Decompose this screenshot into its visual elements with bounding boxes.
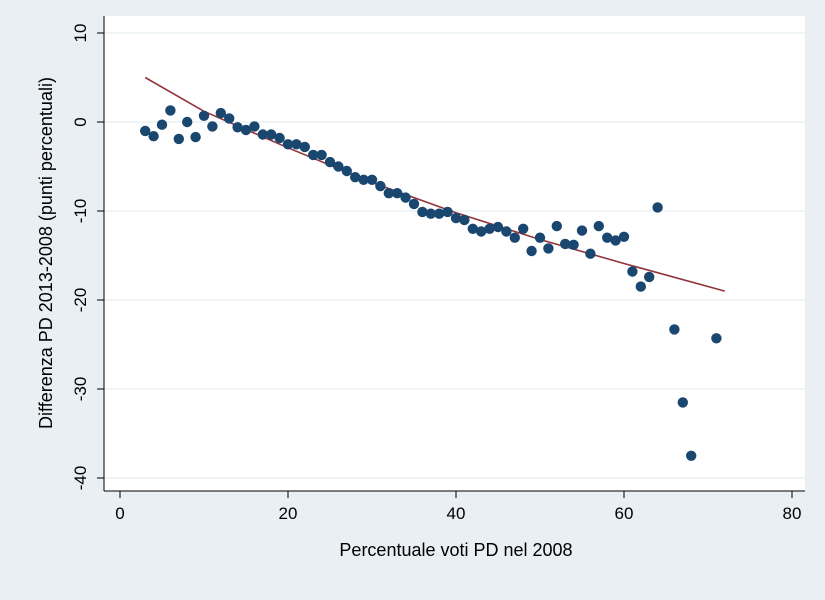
- data-point: [677, 397, 688, 408]
- x-tick-label: 40: [447, 504, 466, 523]
- data-point: [299, 141, 310, 153]
- x-tick-label: 60: [615, 504, 634, 523]
- plot-area: [104, 16, 805, 491]
- data-point: [442, 206, 453, 218]
- data-point: [215, 107, 226, 119]
- data-point: [366, 174, 378, 185]
- data-point: [375, 180, 386, 192]
- data-point: [476, 226, 487, 237]
- data-point: [711, 333, 722, 344]
- gridlines: [104, 32, 805, 479]
- data-point: [350, 172, 361, 183]
- data-point: [408, 198, 420, 210]
- data-point: [198, 110, 210, 122]
- data-point: [576, 225, 588, 236]
- data-point: [282, 139, 294, 150]
- data-point: [627, 266, 638, 277]
- data-point: [618, 231, 630, 242]
- data-point: [518, 223, 529, 234]
- data-point: [392, 188, 403, 199]
- data-point: [291, 139, 302, 150]
- data-point: [635, 281, 646, 292]
- data-point: [434, 208, 445, 219]
- data-point: [182, 116, 193, 128]
- data-point: [568, 239, 579, 250]
- data-point: [560, 238, 571, 250]
- data-point: [509, 232, 520, 243]
- data-point: [324, 156, 336, 168]
- y-tick-label: -30: [71, 377, 90, 402]
- x-tick-label: 0: [115, 504, 124, 523]
- data-point: [526, 245, 537, 257]
- scatter-points: [140, 105, 722, 461]
- data-point: [534, 232, 546, 243]
- data-point: [686, 450, 697, 461]
- data-point: [585, 248, 596, 259]
- data-point: [610, 235, 621, 246]
- data-point: [602, 232, 613, 243]
- y-axis-ticks: 10 0 -10 -20 -30 -40: [71, 24, 104, 491]
- data-point: [165, 105, 176, 116]
- y-axis-title: Differenza PD 2013-2008 (punti percentua…: [36, 77, 56, 429]
- data-point: [467, 223, 478, 234]
- data-point: [492, 221, 504, 233]
- data-point: [207, 121, 218, 132]
- data-point: [140, 125, 151, 137]
- data-point: [400, 192, 411, 203]
- y-tick-label: 0: [71, 117, 90, 126]
- data-point: [593, 220, 604, 232]
- data-point: [484, 223, 495, 234]
- data-point: [543, 243, 554, 254]
- y-tick-label: 10: [71, 24, 90, 43]
- data-point: [249, 121, 260, 132]
- data-point: [383, 188, 394, 199]
- data-point: [501, 226, 512, 237]
- data-point: [224, 113, 235, 124]
- data-point: [644, 271, 655, 283]
- x-axis-ticks: 0 20 40 60 80: [115, 491, 801, 523]
- data-point: [173, 133, 184, 145]
- x-tick-label: 80: [783, 504, 802, 523]
- y-tick-label: -10: [71, 199, 90, 224]
- data-point: [240, 124, 252, 136]
- x-axis-title: Percentuale voti PD nel 2008: [339, 540, 572, 560]
- y-tick-label: -20: [71, 288, 90, 313]
- data-point: [257, 129, 268, 140]
- x-tick-label: 20: [279, 504, 298, 523]
- data-point: [316, 149, 327, 161]
- data-point: [450, 212, 462, 224]
- data-point: [341, 165, 352, 177]
- data-point: [308, 149, 319, 161]
- data-point: [232, 122, 243, 133]
- data-point: [669, 324, 680, 335]
- data-point: [551, 220, 562, 232]
- y-tick-label: -40: [71, 466, 90, 491]
- data-point: [459, 214, 470, 226]
- data-point: [333, 161, 344, 172]
- data-point: [425, 208, 436, 219]
- data-point: [274, 132, 285, 144]
- data-point: [148, 131, 159, 142]
- data-point: [156, 119, 168, 130]
- data-point: [358, 174, 369, 185]
- data-point: [190, 131, 201, 143]
- data-point: [652, 202, 663, 213]
- data-point: [266, 129, 277, 140]
- data-point: [417, 206, 428, 218]
